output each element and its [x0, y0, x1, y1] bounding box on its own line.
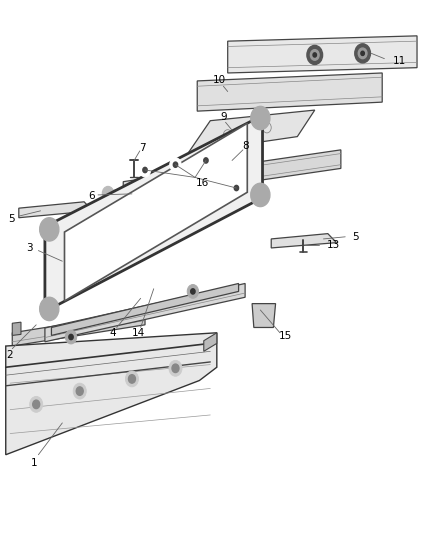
Circle shape [33, 400, 40, 409]
Polygon shape [19, 202, 93, 217]
Text: 10: 10 [212, 75, 226, 85]
Circle shape [102, 187, 114, 200]
Text: 13: 13 [327, 240, 340, 251]
Polygon shape [197, 73, 382, 111]
Polygon shape [51, 284, 239, 335]
Circle shape [307, 45, 322, 64]
Circle shape [191, 289, 195, 294]
Circle shape [355, 44, 371, 63]
Polygon shape [64, 123, 247, 301]
Text: 11: 11 [393, 56, 406, 66]
Circle shape [125, 371, 138, 387]
Text: 7: 7 [140, 143, 146, 153]
Polygon shape [6, 333, 217, 455]
Text: 5: 5 [353, 232, 359, 242]
Circle shape [172, 364, 179, 373]
Polygon shape [12, 322, 21, 335]
Text: 8: 8 [243, 141, 249, 151]
Circle shape [40, 217, 59, 241]
Polygon shape [188, 110, 315, 152]
Text: 14: 14 [132, 328, 145, 338]
Circle shape [187, 285, 198, 298]
Circle shape [128, 375, 135, 383]
Circle shape [139, 163, 151, 177]
Text: 1: 1 [31, 458, 37, 467]
Text: 4: 4 [110, 328, 116, 338]
Polygon shape [106, 186, 162, 200]
Circle shape [169, 360, 182, 376]
Circle shape [313, 53, 317, 57]
Circle shape [358, 48, 367, 59]
Circle shape [30, 397, 43, 413]
Circle shape [170, 158, 181, 172]
Circle shape [251, 107, 270, 130]
Text: 3: 3 [26, 243, 33, 253]
Text: 2: 2 [6, 350, 13, 360]
Text: 5: 5 [8, 214, 15, 224]
Text: 6: 6 [88, 191, 95, 201]
Circle shape [143, 167, 147, 173]
Circle shape [173, 162, 178, 167]
Polygon shape [45, 115, 262, 312]
Circle shape [69, 334, 73, 340]
Text: 9: 9 [220, 112, 226, 122]
Polygon shape [252, 304, 276, 327]
Text: 15: 15 [279, 332, 292, 342]
Circle shape [204, 158, 208, 163]
Circle shape [200, 154, 212, 167]
Polygon shape [271, 233, 336, 248]
Circle shape [231, 181, 242, 195]
Polygon shape [45, 284, 245, 342]
Polygon shape [123, 150, 341, 200]
Circle shape [361, 51, 364, 55]
Circle shape [251, 183, 270, 207]
Text: 16: 16 [196, 177, 209, 188]
Circle shape [40, 297, 59, 320]
Circle shape [234, 185, 239, 191]
Polygon shape [204, 333, 217, 351]
Circle shape [73, 383, 86, 399]
Circle shape [311, 50, 319, 60]
Circle shape [65, 330, 77, 344]
Circle shape [76, 387, 83, 395]
Polygon shape [12, 312, 145, 346]
Polygon shape [228, 36, 417, 73]
